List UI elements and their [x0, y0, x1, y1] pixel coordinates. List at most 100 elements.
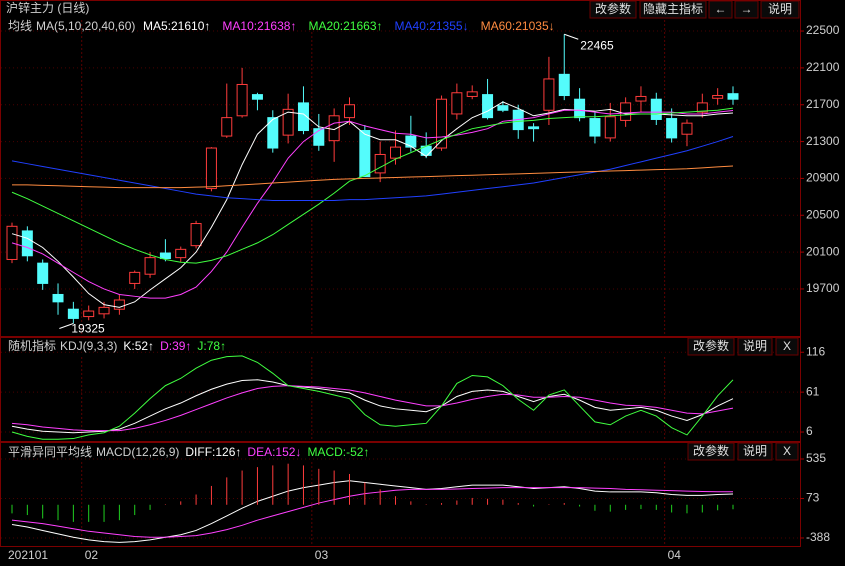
button[interactable]: 隐藏主指标	[639, 0, 707, 19]
candle-body	[620, 102, 632, 121]
y-tick-label: 535	[806, 451, 826, 465]
y-tick-label: 20100	[806, 244, 840, 258]
legend-entry: J:78↑	[197, 339, 226, 353]
button[interactable]: 说明	[737, 442, 773, 461]
button-frame[interactable]	[737, 337, 773, 356]
candle-body	[589, 118, 601, 137]
button-label[interactable]: X	[783, 444, 791, 458]
series-line	[11, 379, 734, 434]
candle-body	[436, 98, 448, 149]
candle-body	[390, 146, 402, 159]
button[interactable]: 改参数	[589, 0, 637, 19]
legend-entry: MA60:21035↓	[481, 19, 555, 33]
button[interactable]: ←	[708, 0, 733, 19]
button[interactable]: 改参数	[687, 337, 735, 356]
button[interactable]: X	[775, 337, 799, 356]
button-label[interactable]: 改参数	[595, 1, 631, 16]
candle-body	[282, 108, 294, 136]
button-label[interactable]: 说明	[768, 1, 792, 16]
button-label[interactable]: 改参数	[693, 338, 729, 353]
button-frame[interactable]	[687, 337, 735, 356]
button[interactable]: X	[775, 442, 799, 461]
series-line	[11, 487, 733, 538]
legend-entry: MA5:21610↑	[143, 19, 210, 33]
indicator-params: KDJ(9,3,3)	[60, 339, 117, 353]
button-label[interactable]: 隐藏主指标	[643, 1, 703, 16]
button-label[interactable]: 说明	[743, 443, 767, 458]
y-tick-label: 6	[806, 424, 813, 438]
min-pointer	[59, 323, 74, 329]
y-tick-label: 19700	[806, 281, 840, 295]
candle-body	[681, 122, 693, 135]
candle-body	[497, 105, 509, 111]
candle-body	[236, 83, 248, 117]
candle-body	[712, 95, 724, 99]
legend-entry: D:39↑	[160, 339, 191, 353]
candle-body	[359, 130, 371, 178]
series-line	[11, 109, 734, 299]
button-label[interactable]: →	[741, 2, 753, 16]
min-label: 19325	[71, 322, 105, 336]
button-frame[interactable]	[775, 442, 799, 461]
candle-body	[727, 93, 739, 100]
button[interactable]: →	[734, 0, 759, 19]
candle-body	[666, 118, 678, 139]
candle-body	[297, 102, 309, 132]
button[interactable]: 说明	[760, 0, 800, 19]
candle-body	[205, 147, 217, 190]
candle-body	[650, 98, 662, 120]
candle-body	[451, 92, 463, 115]
y-tick-label: 21700	[806, 97, 840, 111]
x-tick-label: 03	[315, 548, 329, 562]
button-label[interactable]: 改参数	[693, 443, 729, 458]
candle-body	[482, 94, 494, 119]
legend-entry: MA10:21638↑	[222, 19, 296, 33]
candle-body	[343, 104, 355, 119]
legend-entry: DEA:152↓	[247, 445, 301, 459]
max-label: 22465	[580, 38, 614, 52]
candle-body	[37, 262, 49, 284]
max-pointer	[564, 33, 579, 40]
y-tick-label: 61	[806, 384, 820, 398]
candle-body	[129, 271, 141, 284]
indicator-params: MA(5,10,20,40,60)	[36, 19, 135, 33]
candle-body	[98, 306, 110, 315]
y-tick-label: 20500	[806, 207, 840, 221]
candle-body	[635, 95, 647, 102]
button-label[interactable]: ←	[715, 2, 727, 16]
legend-entry: K:52↑	[123, 339, 154, 353]
legend-entry: MACD:-52↑	[307, 445, 369, 459]
candle-body	[558, 73, 570, 97]
x-tick-label: 202101	[8, 548, 48, 562]
button-frame[interactable]	[775, 337, 799, 356]
button[interactable]: 说明	[737, 337, 773, 356]
series-line	[12, 165, 734, 189]
candle-body	[466, 91, 478, 97]
x-tick-label: 02	[85, 548, 99, 562]
candle-body	[313, 128, 325, 146]
candle-body	[374, 153, 386, 174]
button-label[interactable]: X	[783, 339, 791, 353]
legend-entry: MA40:21355↓	[395, 19, 469, 33]
chart-title: 沪锌主力 (日线)	[6, 1, 89, 15]
candle-body	[144, 257, 156, 275]
candle-body	[21, 230, 33, 257]
y-tick-label: 21300	[806, 134, 840, 148]
candle-body	[696, 102, 708, 113]
button[interactable]: 改参数	[687, 442, 735, 461]
series-line	[11, 107, 734, 264]
y-tick-label: 116	[806, 344, 825, 358]
candle-body	[113, 299, 125, 310]
candle-body	[159, 252, 171, 260]
candle-body	[190, 223, 202, 247]
candle-body	[83, 310, 95, 318]
indicator-name: 均线	[8, 19, 32, 33]
candle-body	[175, 248, 187, 259]
y-tick-label: 20900	[806, 171, 840, 185]
button-frame[interactable]	[687, 442, 735, 461]
button-label[interactable]: 说明	[743, 338, 767, 353]
button-frame[interactable]	[737, 442, 773, 461]
candle-body	[405, 135, 417, 148]
